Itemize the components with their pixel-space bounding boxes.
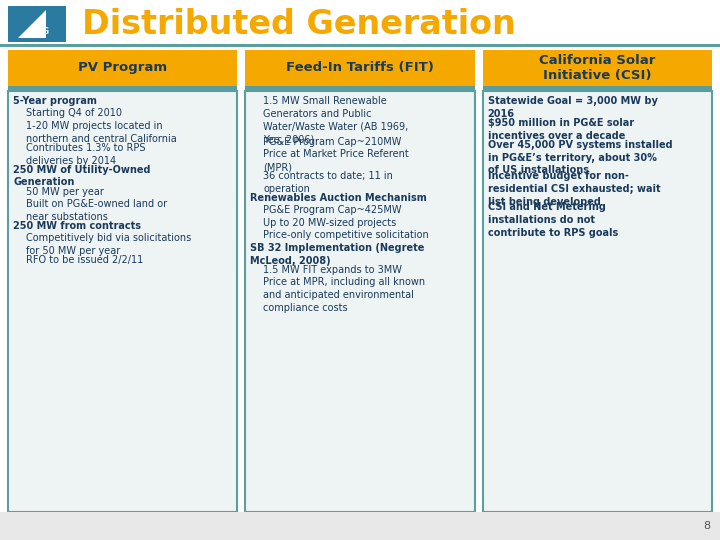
Text: SB 32 Implementation (Negrete
McLeod, 2008): SB 32 Implementation (Negrete McLeod, 20… bbox=[251, 243, 425, 266]
Bar bbox=[8, 86, 238, 91]
Text: Price at MPR, including all known
and anticipated environmental
compliance costs: Price at MPR, including all known and an… bbox=[264, 277, 426, 313]
Bar bbox=[8, 6, 66, 42]
Text: $950 million in PG&E solar
incentives over a decade: $950 million in PG&E solar incentives ov… bbox=[487, 118, 634, 141]
Text: Competitively bid via solicitations
for 50 MW per year: Competitively bid via solicitations for … bbox=[26, 233, 192, 256]
Polygon shape bbox=[18, 10, 46, 38]
Bar bbox=[8, 91, 238, 512]
Text: Price at Market Price Referent
(MPR): Price at Market Price Referent (MPR) bbox=[264, 149, 409, 172]
Text: Built on PG&E-owned land or
near substations: Built on PG&E-owned land or near substat… bbox=[26, 199, 167, 222]
Text: 8: 8 bbox=[703, 521, 710, 531]
Text: Feed-In Tariffs (FIT): Feed-In Tariffs (FIT) bbox=[286, 62, 434, 75]
Bar bbox=[482, 86, 712, 91]
Bar bbox=[482, 50, 712, 86]
Text: Renewables Auction Mechanism: Renewables Auction Mechanism bbox=[251, 193, 427, 203]
Text: California Solar
Initiative (CSI): California Solar Initiative (CSI) bbox=[539, 54, 655, 82]
Text: Incentive budget for non-
residential CSI exhausted; wait
list being developed: Incentive budget for non- residential CS… bbox=[487, 171, 660, 207]
Text: 250 MW of Utility-Owned
Generation: 250 MW of Utility-Owned Generation bbox=[13, 165, 150, 187]
Text: Price-only competitive solicitation: Price-only competitive solicitation bbox=[264, 231, 429, 240]
Text: PG&E Program Cap~425MW: PG&E Program Cap~425MW bbox=[264, 206, 402, 215]
Bar bbox=[246, 50, 474, 86]
Bar bbox=[0, 44, 720, 47]
Text: 1.5 MW Small Renewable
Generators and Public
Water/Waste Water (AB 1969,
Yee, 20: 1.5 MW Small Renewable Generators and Pu… bbox=[264, 96, 408, 144]
Text: RFO to be issued 2/2/11: RFO to be issued 2/2/11 bbox=[26, 255, 143, 265]
Text: PG: PG bbox=[30, 29, 41, 38]
Bar bbox=[246, 86, 474, 91]
Text: CSI and Net Metering
installations do not
contribute to RPS goals: CSI and Net Metering installations do no… bbox=[487, 202, 618, 238]
Text: Statewide Goal = 3,000 MW by
2016: Statewide Goal = 3,000 MW by 2016 bbox=[487, 96, 657, 119]
Text: Distributed Generation: Distributed Generation bbox=[82, 8, 516, 40]
Text: PG&E Program Cap~210MW: PG&E Program Cap~210MW bbox=[264, 137, 402, 147]
Text: Starting Q4 of 2010: Starting Q4 of 2010 bbox=[26, 109, 122, 118]
Text: 1.5 MW FIT expands to 3MW: 1.5 MW FIT expands to 3MW bbox=[264, 265, 402, 275]
Bar bbox=[482, 91, 712, 512]
Bar bbox=[8, 50, 238, 86]
Text: PG: PG bbox=[37, 27, 49, 36]
Text: Over 45,000 PV systems installed
in PG&E’s territory, about 30%
of US installati: Over 45,000 PV systems installed in PG&E… bbox=[487, 140, 672, 176]
Bar bbox=[0, 512, 720, 540]
Text: 5-Year program: 5-Year program bbox=[13, 96, 97, 106]
Text: 250 MW from contracts: 250 MW from contracts bbox=[13, 221, 141, 231]
Text: 50 MW per year: 50 MW per year bbox=[26, 187, 104, 197]
Text: Up to 20 MW-sized projects: Up to 20 MW-sized projects bbox=[264, 218, 397, 228]
Text: 36 contracts to date; 11 in
operation: 36 contracts to date; 11 in operation bbox=[264, 171, 393, 194]
Text: PV Program: PV Program bbox=[78, 62, 167, 75]
Text: 1-20 MW projects located in
northern and central California: 1-20 MW projects located in northern and… bbox=[26, 121, 176, 144]
Bar bbox=[246, 91, 474, 512]
Text: Contributes 1.3% to RPS
deliveries by 2014: Contributes 1.3% to RPS deliveries by 20… bbox=[26, 143, 145, 166]
